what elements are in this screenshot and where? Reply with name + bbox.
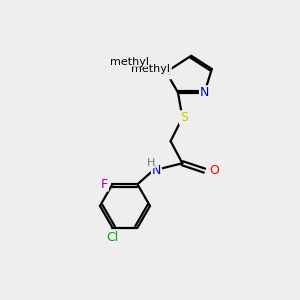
Text: methyl: methyl: [130, 64, 170, 74]
Text: N: N: [200, 86, 209, 99]
Text: H: H: [147, 158, 156, 168]
Text: N: N: [161, 65, 171, 79]
Text: O: O: [209, 164, 219, 177]
Text: S: S: [180, 111, 188, 124]
Text: methyl: methyl: [110, 57, 148, 67]
Text: Cl: Cl: [106, 231, 118, 244]
Text: N: N: [152, 164, 161, 177]
Text: F: F: [101, 178, 108, 191]
